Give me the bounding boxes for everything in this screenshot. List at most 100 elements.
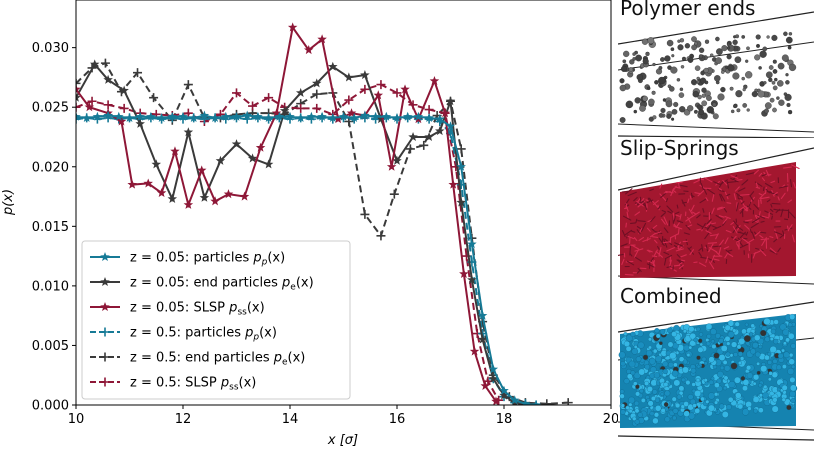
polymer-end-sphere bbox=[742, 87, 746, 92]
polymer-end-sphere bbox=[715, 57, 722, 64]
polymer-end-sphere bbox=[785, 80, 790, 85]
legend-label: z = 0.5: SLSP pss(x) bbox=[130, 376, 256, 393]
polymer-end-sphere bbox=[730, 109, 735, 114]
data-point bbox=[386, 161, 397, 171]
data-point bbox=[199, 110, 210, 120]
polymer-end-sphere bbox=[642, 95, 648, 102]
legend-label: z = 0.5: particles pp(x) bbox=[130, 326, 277, 343]
polymer-end-sphere bbox=[698, 109, 705, 116]
polymer-end-sphere bbox=[681, 56, 687, 61]
data-point bbox=[491, 396, 501, 405]
data-point bbox=[360, 110, 370, 120]
data-point bbox=[215, 155, 226, 165]
data-point bbox=[402, 111, 413, 121]
polymer-end-sphere bbox=[742, 103, 748, 108]
data-point bbox=[199, 192, 210, 202]
polymer-end-sphere bbox=[648, 98, 655, 106]
data-point bbox=[459, 268, 469, 279]
data-point bbox=[405, 144, 415, 154]
polymer-end-sphere bbox=[754, 54, 761, 61]
polymer-end-sphere bbox=[727, 64, 735, 72]
polymer-end-sphere bbox=[660, 107, 666, 114]
y-tick-label: 0.000 bbox=[32, 399, 69, 414]
data-point bbox=[338, 111, 349, 121]
data-point bbox=[531, 400, 541, 405]
polymer-end-sphere bbox=[768, 65, 774, 70]
polymer-end-sphere bbox=[619, 84, 627, 92]
polymer-end-sphere bbox=[781, 54, 789, 62]
polymer-end-sphere bbox=[769, 97, 775, 103]
polymer-end-sphere bbox=[763, 81, 767, 85]
series-line bbox=[76, 62, 526, 405]
polymer-end-sphere bbox=[671, 117, 675, 121]
polymer-end-sphere bbox=[658, 76, 666, 85]
chart-marks bbox=[76, 22, 573, 405]
polymer-end-sphere bbox=[777, 62, 785, 70]
polymer-end-sphere bbox=[698, 47, 705, 53]
legend-box bbox=[81, 240, 351, 400]
polymer-end-sphere bbox=[635, 54, 642, 62]
polymer-end-sphere bbox=[788, 63, 797, 72]
data-point bbox=[311, 78, 322, 88]
polymer-end-sphere bbox=[757, 90, 765, 98]
legend-marker bbox=[100, 252, 110, 262]
legend-marker bbox=[100, 327, 110, 337]
polymer-end-sphere bbox=[641, 38, 649, 45]
data-point bbox=[333, 114, 343, 124]
data-point bbox=[178, 111, 188, 121]
data-point bbox=[370, 111, 381, 121]
polymer-end-sphere bbox=[762, 46, 768, 52]
legend-marker bbox=[100, 302, 110, 312]
polymer-end-sphere bbox=[701, 87, 707, 93]
polymer-end-sphere bbox=[716, 48, 723, 55]
data-point bbox=[92, 111, 103, 121]
data-point bbox=[239, 191, 250, 201]
data-point bbox=[488, 364, 499, 374]
polymer-end-sphere bbox=[671, 54, 675, 58]
data-point bbox=[210, 196, 220, 206]
x-axis-label: x [σ] bbox=[327, 433, 358, 448]
polymer-end-sphere bbox=[633, 109, 638, 114]
y-tick-label: 0.025 bbox=[32, 101, 69, 116]
legend-label: z = 0.5: end particles pe(x) bbox=[130, 351, 305, 368]
polymer-end-sphere bbox=[715, 36, 720, 42]
x-axis-ticks: 10 12 14 16 18 20 bbox=[68, 405, 618, 427]
polymer-end-sphere bbox=[785, 36, 793, 44]
data-point bbox=[373, 90, 384, 100]
data-point bbox=[328, 61, 338, 71]
polymer-end-sphere bbox=[691, 44, 697, 51]
polymer-end-sphere bbox=[700, 77, 707, 84]
legend-marker bbox=[100, 377, 110, 387]
data-point bbox=[253, 111, 263, 121]
x-tick-label: 12 bbox=[175, 412, 192, 427]
data-point bbox=[312, 103, 322, 113]
data-point bbox=[116, 116, 127, 126]
data-point bbox=[188, 112, 199, 122]
data-point bbox=[456, 144, 466, 154]
polymer-end-sphere bbox=[658, 65, 663, 70]
polymer-end-sphere bbox=[636, 73, 644, 81]
legend-marker bbox=[100, 277, 110, 287]
polymer-end-sphere bbox=[666, 39, 674, 47]
data-point bbox=[303, 45, 314, 55]
data-point bbox=[413, 111, 424, 121]
polymer-end-sphere bbox=[774, 77, 778, 82]
data-point bbox=[429, 76, 440, 86]
polymer-end-sphere bbox=[772, 107, 777, 113]
polymer-end-sphere bbox=[772, 59, 777, 64]
plot-frame bbox=[75, 0, 612, 406]
x-tick-label: 14 bbox=[282, 412, 299, 427]
data-point bbox=[76, 92, 81, 102]
polymer-end-sphere bbox=[701, 100, 708, 107]
y-tick-label: 0.020 bbox=[32, 160, 69, 175]
polymer-end-sphere bbox=[684, 43, 691, 49]
polymer-end-sphere bbox=[706, 106, 714, 114]
polymer-end-sphere bbox=[662, 98, 667, 102]
polymer-end-sphere bbox=[691, 79, 696, 84]
y-tick-label: 0.030 bbox=[32, 41, 69, 56]
polymer-end-sphere bbox=[726, 46, 731, 50]
polymer-end-sphere bbox=[736, 108, 741, 113]
data-point bbox=[488, 373, 499, 383]
y-tick-label: 0.010 bbox=[32, 279, 69, 294]
data-point bbox=[279, 105, 290, 115]
